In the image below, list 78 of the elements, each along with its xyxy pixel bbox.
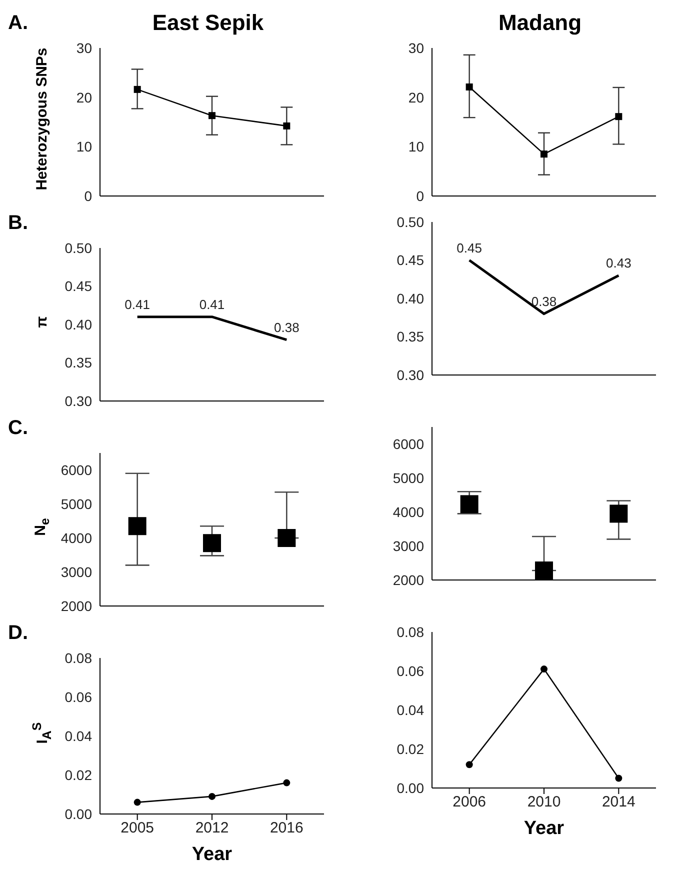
y-tick-label: 0.35 [64, 354, 92, 371]
point [208, 792, 216, 800]
point [208, 112, 216, 120]
x-axis-title: Year [190, 844, 234, 866]
y-axis-title: Heterozygous SNPs [34, 48, 50, 190]
text: B. [8, 212, 28, 235]
chart-title: East Sepik [151, 10, 265, 36]
y-tick-label: 0.50 [64, 240, 92, 256]
x-tick-label: 2012 [195, 820, 229, 837]
y-tick-label: 0.04 [396, 702, 424, 718]
x-axis-title: Year [522, 818, 566, 840]
y-tick-label: 3000 [60, 564, 92, 580]
y-tick-label: 3000 [392, 538, 424, 554]
chart-title: Madang [497, 10, 583, 36]
point [134, 798, 141, 806]
point [615, 113, 622, 120]
point [283, 779, 290, 786]
data-label: 0.38 [274, 320, 300, 335]
y-tick-label: 0.30 [64, 392, 92, 409]
text: A. [8, 12, 28, 35]
y-tick-label: 0.00 [396, 780, 424, 796]
y-tick-label: 20 [408, 89, 424, 106]
y-tick-label: 6000 [392, 436, 424, 452]
point [535, 561, 553, 580]
point [134, 86, 141, 93]
y-tick-label: 30 [76, 40, 92, 56]
y-tick-label: 2000 [392, 572, 424, 588]
y-tick-label: 0.08 [396, 624, 424, 640]
y-tick-label: 4000 [392, 504, 424, 520]
point [466, 83, 473, 90]
y-tick-label: 0.30 [396, 366, 424, 383]
y-tick-label: 0.04 [64, 728, 92, 744]
y-tick-label: 0.06 [396, 662, 424, 679]
point [466, 761, 473, 768]
y-axis-title: π [34, 316, 50, 328]
point [128, 517, 146, 536]
point [283, 122, 290, 130]
text: D. [8, 622, 28, 645]
data-label: 0.41 [124, 296, 150, 312]
data-label: 0.38 [531, 294, 557, 309]
point [610, 504, 628, 523]
y-tick-label: 2000 [60, 598, 92, 614]
y-tick-label: 0 [416, 188, 424, 204]
data-label: 0.43 [606, 256, 632, 271]
y-tick-label: 4000 [60, 530, 92, 546]
y-tick-label: 0.40 [64, 316, 92, 332]
x-tick-label: 2006 [452, 794, 486, 811]
x-tick-label: 2014 [602, 794, 636, 811]
point [540, 666, 548, 673]
y-tick-label: 0 [84, 188, 92, 204]
point [615, 774, 622, 782]
data-label: 0.41 [199, 296, 225, 312]
point [540, 150, 548, 158]
y-tick-label: 0.45 [64, 278, 92, 294]
x-tick-label: 2005 [120, 820, 154, 837]
point [460, 495, 478, 514]
y-tick-label: 30 [408, 40, 424, 56]
x-tick-label: 2010 [527, 794, 561, 811]
point [203, 534, 221, 552]
y-tick-label: 0.40 [396, 290, 424, 306]
y-tick-label: 6000 [60, 462, 92, 478]
y-tick-label: 20 [76, 89, 92, 106]
y-tick-label: 0.02 [64, 766, 92, 783]
y-tick-label: 0.08 [64, 650, 92, 666]
point [278, 529, 296, 547]
text: C. [8, 417, 28, 440]
y-tick-label: 10 [76, 138, 92, 155]
y-tick-label: 0.45 [396, 252, 424, 268]
x-tick-label: 2016 [270, 820, 304, 837]
y-tick-label: 0.00 [64, 806, 92, 822]
y-tick-label: 0.50 [396, 214, 424, 230]
y-tick-label: 0.35 [396, 328, 424, 345]
data-label: 0.45 [456, 240, 482, 256]
y-tick-label: 5000 [392, 470, 424, 486]
y-tick-label: 0.06 [64, 688, 92, 705]
y-tick-label: 0.02 [396, 740, 424, 757]
y-tick-label: 5000 [60, 496, 92, 512]
y-tick-label: 10 [408, 138, 424, 155]
